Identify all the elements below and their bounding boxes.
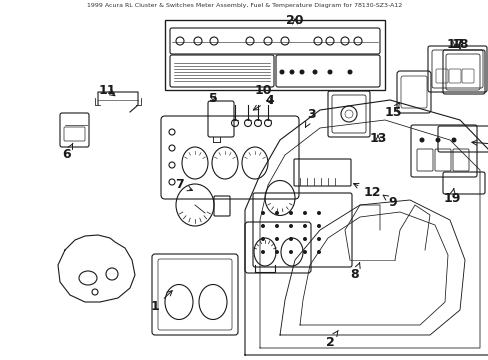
Text: 5: 5 xyxy=(208,91,217,104)
Text: 9: 9 xyxy=(382,195,397,208)
Circle shape xyxy=(312,69,317,75)
Text: 1: 1 xyxy=(150,291,172,314)
Text: 6: 6 xyxy=(62,143,73,162)
Text: 12: 12 xyxy=(353,183,380,198)
Circle shape xyxy=(274,224,279,228)
Text: 19: 19 xyxy=(443,189,460,204)
Circle shape xyxy=(419,138,424,143)
Circle shape xyxy=(289,69,294,75)
Text: 3: 3 xyxy=(305,108,316,127)
Circle shape xyxy=(261,250,264,254)
Text: 14: 14 xyxy=(0,359,1,360)
Circle shape xyxy=(316,224,320,228)
Circle shape xyxy=(274,237,279,241)
Text: 2: 2 xyxy=(325,330,338,348)
Circle shape xyxy=(261,224,264,228)
Text: 16: 16 xyxy=(471,140,488,166)
Circle shape xyxy=(303,224,306,228)
Circle shape xyxy=(288,224,292,228)
Text: 7: 7 xyxy=(175,179,192,192)
Circle shape xyxy=(274,211,279,215)
Text: 13: 13 xyxy=(368,131,386,144)
Circle shape xyxy=(303,237,306,241)
Circle shape xyxy=(274,250,279,254)
Bar xyxy=(164,20,384,90)
Circle shape xyxy=(303,250,306,254)
Circle shape xyxy=(450,138,456,143)
Circle shape xyxy=(288,250,292,254)
Circle shape xyxy=(261,211,264,215)
Circle shape xyxy=(316,211,320,215)
Circle shape xyxy=(347,69,352,75)
Text: 18: 18 xyxy=(450,39,468,51)
Text: 4: 4 xyxy=(253,94,274,110)
Circle shape xyxy=(316,237,320,241)
Circle shape xyxy=(303,211,306,215)
Circle shape xyxy=(288,237,292,241)
Text: 20: 20 xyxy=(285,13,303,27)
Text: 11: 11 xyxy=(98,84,116,96)
Circle shape xyxy=(261,237,264,241)
Text: 15: 15 xyxy=(384,103,401,118)
Text: 17: 17 xyxy=(446,37,463,50)
Circle shape xyxy=(327,69,332,75)
Text: 10: 10 xyxy=(254,84,271,104)
Text: 1999 Acura RL Cluster & Switches Meter Assembly, Fuel & Temperature Diagram for : 1999 Acura RL Cluster & Switches Meter A… xyxy=(87,3,401,8)
Text: 8: 8 xyxy=(350,263,359,282)
Circle shape xyxy=(299,69,304,75)
Circle shape xyxy=(288,211,292,215)
Circle shape xyxy=(316,250,320,254)
Circle shape xyxy=(435,138,440,143)
Circle shape xyxy=(279,69,284,75)
